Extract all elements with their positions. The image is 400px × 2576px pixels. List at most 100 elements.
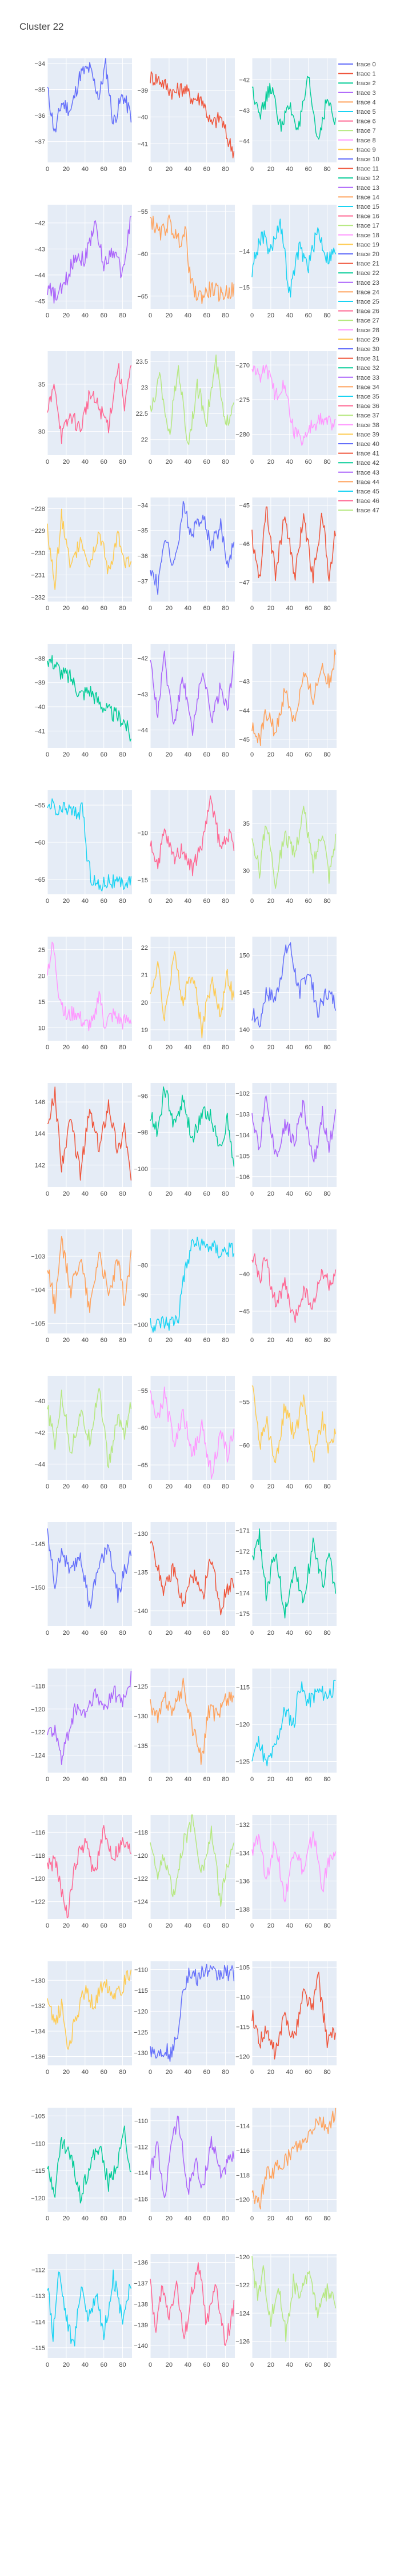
series-line-trace-1[interactable]	[150, 71, 235, 159]
series-line-trace-26[interactable]	[251, 1253, 337, 1323]
series-line-trace-6[interactable]	[47, 363, 132, 444]
series-line-trace-22[interactable]	[150, 1086, 235, 1167]
legend-item[interactable]: trace 45	[338, 488, 379, 495]
legend-item[interactable]: trace 22	[338, 270, 379, 277]
series-line-trace-3[interactable]	[47, 216, 131, 304]
series-line-trace-36[interactable]	[47, 1825, 131, 1918]
legend-item[interactable]: trace 6	[338, 118, 376, 125]
series-line-trace-12[interactable]	[47, 655, 132, 742]
legend-item[interactable]: trace 11	[338, 166, 379, 173]
legend-item[interactable]: trace 17	[338, 222, 379, 229]
legend-item[interactable]: trace 34	[338, 384, 379, 391]
x-tick-label: 80	[119, 1776, 126, 1783]
legend-item[interactable]: trace 8	[338, 137, 376, 144]
legend-item[interactable]: trace 15	[338, 204, 379, 210]
series-line-trace-25[interactable]	[150, 1236, 235, 1333]
legend-item[interactable]: trace 40	[338, 441, 379, 448]
legend-item[interactable]: trace 28	[338, 327, 379, 334]
series-line-trace-18[interactable]	[47, 941, 132, 1032]
legend-item[interactable]: trace 35	[338, 393, 379, 400]
legend-item[interactable]: trace 9	[338, 146, 376, 153]
series-line-trace-39[interactable]	[47, 1969, 132, 2050]
legend-item[interactable]: trace 37	[338, 412, 379, 419]
legend-item[interactable]: trace 27	[338, 317, 379, 324]
legend-item[interactable]: trace 43	[338, 469, 379, 476]
series-line-trace-38[interactable]	[251, 1831, 337, 1902]
series-line-trace-37[interactable]	[150, 1814, 235, 1907]
legend-item[interactable]: trace 24	[338, 289, 379, 296]
series-line-trace-17[interactable]	[251, 806, 337, 889]
series-line-trace-15[interactable]	[47, 798, 132, 891]
legend-item[interactable]: trace 4	[338, 99, 376, 106]
series-line-trace-30[interactable]	[47, 1528, 132, 1609]
series-line-trace-41[interactable]	[251, 1972, 337, 2060]
legend-item[interactable]: trace 46	[338, 498, 379, 505]
legend[interactable]: trace 0 trace 1 trace 2 trace 3 trace 4 trace…	[338, 61, 379, 514]
legend-item[interactable]: trace 44	[338, 479, 379, 485]
series-line-trace-28[interactable]	[150, 1386, 235, 1479]
legend-item[interactable]: trace 41	[338, 451, 379, 457]
series-line-trace-27[interactable]	[47, 1387, 132, 1468]
legend-item[interactable]: trace 19	[338, 241, 379, 248]
legend-item[interactable]: trace 14	[338, 194, 379, 201]
series-line-trace-45[interactable]	[47, 2270, 132, 2347]
series-line-trace-33[interactable]	[47, 1671, 132, 1765]
series-line-trace-10[interactable]	[150, 500, 235, 595]
series-line-trace-44[interactable]	[251, 2108, 337, 2209]
series-line-trace-11[interactable]	[251, 506, 337, 584]
legend-item[interactable]: trace 31	[338, 356, 379, 363]
series-line-trace-9[interactable]	[47, 508, 132, 590]
legend-item[interactable]: trace 0	[338, 61, 376, 68]
series-line-trace-29[interactable]	[251, 1385, 337, 1464]
legend-item[interactable]: trace 13	[338, 185, 379, 192]
series-line-trace-47[interactable]	[251, 2256, 337, 2342]
legend-item[interactable]: trace 23	[338, 280, 379, 286]
series-line-trace-4[interactable]	[150, 214, 235, 305]
legend-item[interactable]: trace 7	[338, 128, 376, 134]
series-line-trace-2[interactable]	[251, 75, 337, 140]
legend-item[interactable]: trace 20	[338, 251, 379, 258]
series-line-trace-14[interactable]	[251, 649, 337, 746]
series-line-trace-8[interactable]	[251, 364, 336, 446]
series-line-trace-0[interactable]	[47, 58, 132, 133]
legend-item[interactable]: trace 32	[338, 365, 379, 372]
legend-item[interactable]: trace 18	[338, 232, 379, 239]
series-line-trace-5[interactable]	[251, 218, 337, 298]
legend-item[interactable]: trace 1	[338, 71, 376, 78]
legend-item[interactable]: trace 36	[338, 403, 379, 410]
legend-item[interactable]: trace 38	[338, 422, 379, 429]
series-line-trace-46[interactable]	[150, 2262, 235, 2346]
series-line-trace-20[interactable]	[251, 942, 337, 1028]
legend-item[interactable]: trace 10	[338, 156, 379, 163]
series-line-trace-32[interactable]	[251, 1528, 337, 1619]
x-tick-label: 80	[323, 2069, 330, 2076]
legend-item[interactable]: trace 47	[338, 507, 379, 514]
legend-item[interactable]: trace 39	[338, 431, 379, 438]
legend-item[interactable]: trace 12	[338, 175, 379, 182]
legend-item[interactable]: trace 42	[338, 460, 379, 467]
series-line-trace-35[interactable]	[251, 1679, 336, 1767]
series-line-trace-42[interactable]	[47, 2125, 131, 2204]
legend-item[interactable]: trace 33	[338, 375, 379, 381]
legend-item[interactable]: trace 21	[338, 261, 379, 268]
series-line-trace-40[interactable]	[150, 1964, 235, 2062]
legend-item[interactable]: trace 2	[338, 80, 376, 87]
series-line-trace-23[interactable]	[251, 1095, 337, 1162]
series-line-trace-7[interactable]	[150, 355, 235, 445]
legend-item[interactable]: trace 16	[338, 213, 379, 220]
legend-item[interactable]: trace 29	[338, 336, 379, 343]
legend-item[interactable]: trace 26	[338, 308, 379, 315]
series-line-trace-43[interactable]	[150, 2115, 235, 2198]
series-line-trace-19[interactable]	[150, 951, 235, 1038]
legend-item[interactable]: trace 30	[338, 346, 379, 353]
series-line-trace-34[interactable]	[150, 1677, 235, 1765]
series-line-trace-13[interactable]	[150, 650, 235, 736]
legend-item[interactable]: trace 25	[338, 298, 379, 305]
series-line-trace-24[interactable]	[47, 1236, 132, 1314]
legend-item[interactable]: trace 5	[338, 109, 376, 116]
legend-item[interactable]: trace 3	[338, 90, 376, 97]
series-line-trace-31[interactable]	[150, 1540, 235, 1615]
series-line-trace-16[interactable]	[150, 795, 235, 877]
y-tick-label: −116	[134, 2196, 148, 2203]
series-line-trace-21[interactable]	[47, 1086, 132, 1181]
